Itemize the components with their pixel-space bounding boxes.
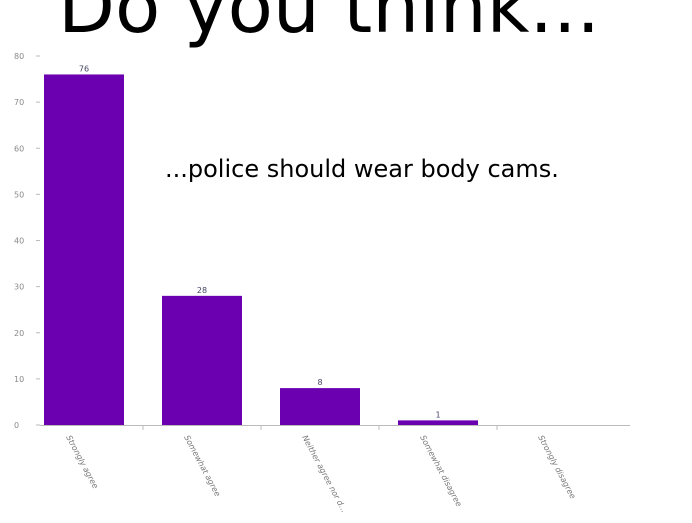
y-tick-label: 80 [14, 52, 24, 61]
category-label: Somewhat disagree [418, 434, 463, 508]
bar-somewhat-disagree [398, 420, 478, 425]
category-label: Strongly disagree [536, 434, 577, 501]
bar-value-label: 1 [435, 410, 440, 419]
category-label: Strongly agree [64, 434, 100, 491]
y-tick-label: 50 [14, 190, 24, 199]
y-tick-label: 20 [14, 329, 24, 338]
data-labels: 76 28 8 1 [79, 64, 441, 419]
category-label: Neither agree nor d... [300, 434, 348, 514]
y-tick-label: 40 [14, 237, 24, 246]
bar-somewhat-agree [162, 295, 242, 425]
y-tick-label: 70 [14, 98, 24, 107]
y-tick-label: 10 [14, 375, 24, 384]
y-tick-label: 30 [14, 283, 24, 292]
bar-value-label: 76 [79, 64, 89, 73]
bars [44, 74, 478, 425]
y-tick-label: 60 [14, 144, 24, 153]
y-tick-label: 0 [14, 421, 19, 430]
y-axis: 0 10 20 30 40 50 60 70 80 [14, 52, 40, 430]
category-labels: Strongly agree Somewhat agree Neither agre… [64, 434, 577, 514]
category-label: Somewhat agree [182, 434, 222, 498]
bar-value-label: 28 [197, 286, 207, 295]
slide-subtitle: ...police should wear body cams. [165, 155, 559, 183]
bar-strongly-agree [44, 74, 124, 425]
bar-value-label: 8 [317, 378, 322, 387]
slide-title: Do you think... [58, 0, 601, 50]
x-axis [40, 425, 630, 430]
bar-neither-agree-nor-d [280, 388, 360, 425]
